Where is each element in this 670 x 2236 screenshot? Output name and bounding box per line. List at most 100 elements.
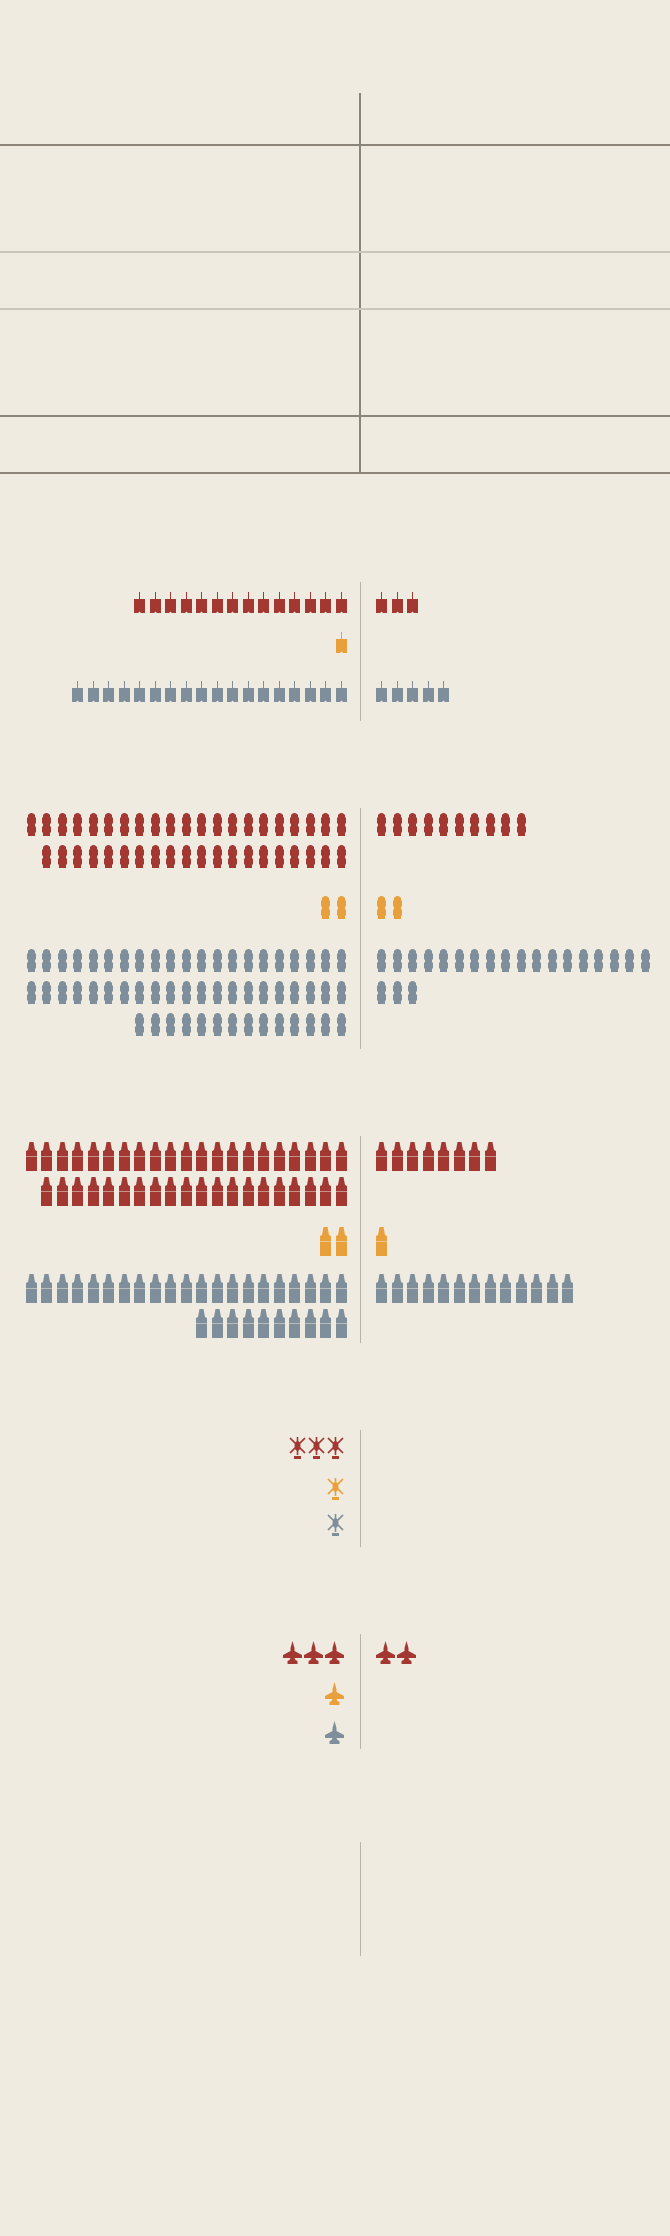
section-divider xyxy=(360,582,361,721)
artillery-icon xyxy=(87,1274,99,1303)
orange-left-icon-group xyxy=(21,1478,344,1501)
section-divider xyxy=(360,1842,361,1956)
armored-vehicle-icon xyxy=(377,949,386,972)
armored-vehicle-icon xyxy=(228,981,237,1004)
artillery-icon xyxy=(134,1177,145,1206)
armored-vehicle-icon xyxy=(181,813,191,836)
armored-vehicle-icon xyxy=(259,813,268,836)
tank-icon xyxy=(289,592,300,613)
armored-vehicle-icon xyxy=(321,981,330,1004)
armored-vehicle-icon xyxy=(135,949,144,972)
red-left-icon-group xyxy=(21,1437,344,1460)
artillery-icon xyxy=(273,1274,285,1303)
artillery-icon xyxy=(469,1142,480,1171)
armored-vehicle-icon xyxy=(305,981,315,1004)
grey-left-icon-group xyxy=(29,1721,344,1745)
fighter-jet-icon xyxy=(304,1641,323,1664)
armored-vehicle-icon xyxy=(57,981,67,1004)
artillery-icon xyxy=(196,1142,207,1171)
tank-icon xyxy=(134,681,145,702)
artillery-icon xyxy=(56,1177,68,1206)
helicopter-icon xyxy=(327,1514,344,1536)
armored-vehicle-icon xyxy=(197,1013,206,1036)
artillery-icon xyxy=(258,1142,269,1171)
artillery-icon xyxy=(25,1142,37,1171)
armored-vehicle-icon xyxy=(377,813,386,836)
orange-left-icon-group xyxy=(21,632,347,654)
artillery-icon xyxy=(562,1274,573,1303)
tank-icon xyxy=(335,681,347,702)
orange-right-icon-group xyxy=(376,895,655,921)
armored-vehicle-icon xyxy=(150,1013,160,1036)
artillery-icon xyxy=(25,1274,37,1303)
armored-vehicle-icon xyxy=(290,949,299,972)
artillery-icon xyxy=(258,1177,269,1206)
armored-vehicle-icon xyxy=(408,949,417,972)
artillery-icon xyxy=(258,1274,269,1303)
grey-left-icon-group xyxy=(21,1274,347,1338)
tank-icon xyxy=(242,592,254,613)
armored-vehicle-icon xyxy=(439,813,448,836)
fighter-jet-icon xyxy=(325,1682,344,1705)
armored-vehicle-icon xyxy=(26,981,36,1004)
artillery-icon xyxy=(391,1142,403,1171)
artillery-icon xyxy=(515,1274,527,1303)
artillery-icon xyxy=(500,1274,511,1303)
section-divider xyxy=(360,1136,361,1343)
artillery-icon xyxy=(87,1142,99,1171)
armored-vehicle-icon xyxy=(104,813,113,836)
artillery-icon xyxy=(304,1274,316,1303)
red-left-icon-group xyxy=(21,592,347,614)
tank-icon xyxy=(258,681,269,702)
armored-vehicle-icon xyxy=(73,949,82,972)
artillery-icon xyxy=(165,1177,176,1206)
table-header-rule xyxy=(0,144,670,146)
armored-vehicle-icon xyxy=(166,949,175,972)
artillery-icon xyxy=(376,1227,387,1256)
armored-vehicle-icon xyxy=(119,981,129,1004)
armored-vehicle-icon xyxy=(243,845,253,868)
artillery-icon xyxy=(273,1309,285,1338)
artillery-icon xyxy=(546,1274,558,1303)
armored-vehicle-icon xyxy=(547,949,557,972)
artillery-icon xyxy=(134,1274,145,1303)
armored-vehicle-icon xyxy=(73,813,82,836)
armored-vehicle-icon xyxy=(408,981,417,1004)
grey-right-icon-group xyxy=(376,1274,655,1303)
tank-icon xyxy=(211,681,223,702)
tank-icon xyxy=(407,592,418,613)
tank-icon xyxy=(165,681,176,702)
tank-icon xyxy=(242,681,254,702)
armored-vehicle-icon xyxy=(197,813,206,836)
artillery-icon xyxy=(484,1274,496,1303)
artillery-icon xyxy=(242,1142,254,1171)
armored-vehicle-icon xyxy=(166,813,175,836)
tank-icon xyxy=(320,592,331,613)
armored-vehicle-icon xyxy=(321,845,330,868)
artillery-icon xyxy=(273,1177,285,1206)
armored-vehicle-icon xyxy=(88,981,98,1004)
artillery-icon xyxy=(118,1274,130,1303)
armored-vehicle-icon xyxy=(104,845,113,868)
tank-icon xyxy=(72,681,83,702)
armored-vehicle-icon xyxy=(516,813,526,836)
armored-vehicle-icon xyxy=(57,845,67,868)
artillery-icon xyxy=(453,1274,465,1303)
artillery-icon xyxy=(196,1177,207,1206)
armored-vehicle-icon xyxy=(212,949,222,972)
grey-left-icon-group xyxy=(21,1514,344,1537)
artillery-icon xyxy=(227,1309,238,1338)
red-right-icon-group xyxy=(376,592,655,614)
armored-vehicle-icon xyxy=(119,813,129,836)
tank-icon xyxy=(196,681,207,702)
armored-vehicle-icon xyxy=(470,949,479,972)
tank-icon xyxy=(422,681,434,702)
armored-vehicle-icon xyxy=(181,845,191,868)
tank-icon xyxy=(391,681,403,702)
armored-vehicle-icon xyxy=(42,949,51,972)
grey-right-icon-group xyxy=(376,948,655,1006)
armored-vehicle-icon xyxy=(594,949,603,972)
artillery-icon xyxy=(103,1142,114,1171)
armored-vehicle-icon xyxy=(274,949,284,972)
armored-vehicle-icon xyxy=(73,845,82,868)
